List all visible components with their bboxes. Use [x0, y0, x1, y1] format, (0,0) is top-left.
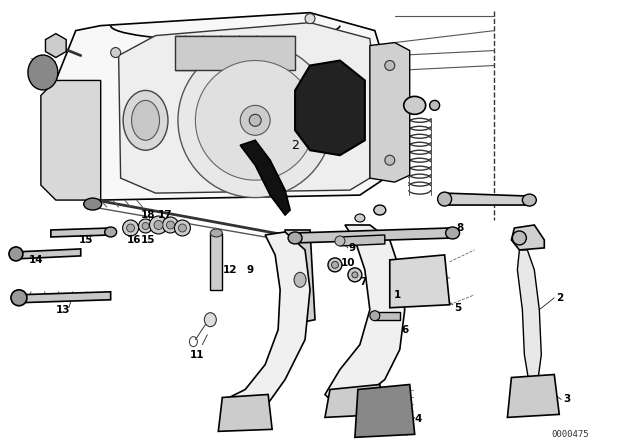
Polygon shape	[211, 233, 222, 290]
Ellipse shape	[438, 192, 452, 206]
Ellipse shape	[84, 198, 102, 210]
Polygon shape	[325, 384, 385, 418]
Ellipse shape	[294, 272, 306, 287]
Ellipse shape	[123, 90, 168, 150]
Ellipse shape	[240, 105, 270, 135]
Ellipse shape	[328, 258, 342, 272]
Polygon shape	[175, 35, 295, 70]
Ellipse shape	[429, 100, 440, 110]
Polygon shape	[41, 81, 100, 200]
Polygon shape	[118, 23, 375, 193]
Ellipse shape	[28, 55, 58, 90]
Ellipse shape	[163, 217, 179, 233]
Ellipse shape	[9, 247, 23, 261]
Ellipse shape	[374, 205, 386, 215]
Ellipse shape	[522, 194, 536, 206]
Text: 13: 13	[56, 305, 70, 315]
Polygon shape	[390, 255, 449, 308]
Ellipse shape	[175, 220, 191, 236]
Ellipse shape	[111, 47, 120, 57]
Ellipse shape	[352, 272, 358, 278]
Ellipse shape	[150, 216, 168, 234]
Polygon shape	[370, 43, 410, 182]
Ellipse shape	[139, 219, 152, 233]
Text: 14: 14	[29, 255, 43, 265]
Text: 16: 16	[126, 235, 141, 245]
Polygon shape	[51, 228, 111, 237]
Ellipse shape	[211, 229, 222, 237]
Text: 2: 2	[291, 139, 299, 152]
Polygon shape	[375, 312, 400, 320]
Text: 15: 15	[141, 235, 156, 245]
Ellipse shape	[355, 214, 365, 222]
Polygon shape	[225, 232, 310, 418]
Polygon shape	[16, 249, 81, 259]
Text: 4: 4	[414, 414, 421, 424]
Ellipse shape	[154, 220, 163, 229]
Text: 9: 9	[348, 243, 355, 253]
Polygon shape	[295, 60, 365, 155]
Polygon shape	[45, 34, 66, 57]
Ellipse shape	[105, 227, 116, 237]
Ellipse shape	[249, 114, 261, 126]
Text: 8: 8	[456, 223, 463, 233]
Text: 18: 18	[141, 210, 156, 220]
Ellipse shape	[132, 100, 159, 140]
Ellipse shape	[513, 231, 526, 245]
Text: 17: 17	[158, 210, 173, 220]
Text: 5: 5	[454, 303, 461, 313]
Ellipse shape	[166, 221, 175, 229]
Ellipse shape	[179, 224, 186, 232]
Ellipse shape	[204, 313, 216, 327]
Ellipse shape	[178, 43, 332, 198]
Text: 7: 7	[359, 277, 367, 287]
Polygon shape	[340, 235, 385, 246]
Polygon shape	[218, 395, 272, 431]
Polygon shape	[56, 13, 390, 200]
Ellipse shape	[335, 236, 345, 246]
Ellipse shape	[385, 60, 395, 70]
Ellipse shape	[127, 224, 134, 232]
Polygon shape	[285, 230, 315, 325]
Text: 0000475: 0000475	[552, 431, 589, 439]
Polygon shape	[325, 225, 404, 405]
Polygon shape	[295, 228, 454, 243]
Text: 9: 9	[246, 265, 254, 275]
Polygon shape	[508, 375, 559, 418]
Ellipse shape	[445, 227, 460, 239]
Text: 3: 3	[564, 394, 571, 405]
Ellipse shape	[332, 261, 339, 268]
Ellipse shape	[142, 223, 149, 229]
Ellipse shape	[305, 13, 315, 24]
Polygon shape	[355, 384, 415, 437]
Polygon shape	[445, 193, 529, 205]
Polygon shape	[511, 225, 544, 250]
Text: 1: 1	[394, 290, 401, 300]
Ellipse shape	[288, 232, 302, 244]
Ellipse shape	[11, 290, 27, 306]
Ellipse shape	[348, 268, 362, 282]
Polygon shape	[517, 250, 541, 384]
Text: 10: 10	[340, 258, 355, 268]
Text: 12: 12	[223, 265, 237, 275]
Polygon shape	[240, 140, 290, 215]
Polygon shape	[19, 292, 111, 303]
Ellipse shape	[385, 155, 395, 165]
Text: 2: 2	[556, 293, 563, 303]
Ellipse shape	[123, 220, 139, 236]
Text: 15: 15	[79, 235, 93, 245]
Ellipse shape	[195, 60, 315, 180]
Text: 11: 11	[190, 349, 205, 360]
Ellipse shape	[370, 311, 380, 321]
Ellipse shape	[404, 96, 426, 114]
Text: 6: 6	[401, 325, 408, 335]
